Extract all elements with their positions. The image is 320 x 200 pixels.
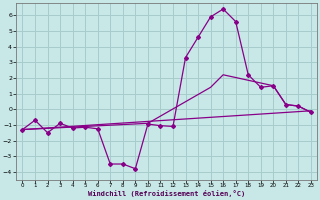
X-axis label: Windchill (Refroidissement éolien,°C): Windchill (Refroidissement éolien,°C) (88, 190, 245, 197)
